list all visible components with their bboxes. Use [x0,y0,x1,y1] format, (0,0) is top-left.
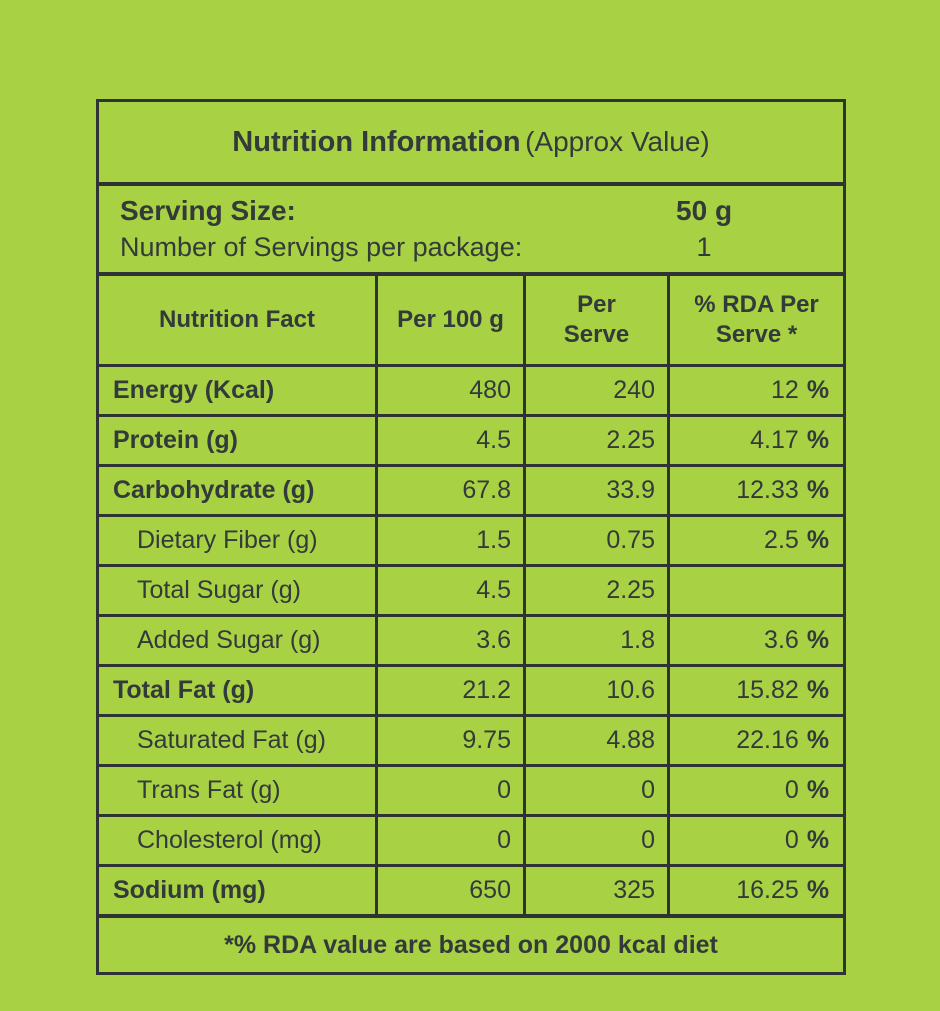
row-label: Carbohydrate (g) [96,464,378,517]
row-label: Total Sugar (g) [96,564,378,617]
row-label: Sodium (mg) [96,864,378,918]
row-per-100g: 0 [375,764,526,817]
page-title: Nutrition Information [232,125,521,158]
row-per-serve: 2.25 [523,564,670,617]
row-per-100g: 650 [375,864,526,918]
rda-number: 4.17 [750,426,799,454]
header-rda-per-serve: % RDA Per Serve * [666,272,847,367]
title-row: Nutrition Information (Approx Value) [95,99,847,186]
footnote-row: *% RDA value are based on 2000 kcal diet [95,914,847,975]
rda-unit: % [806,876,830,904]
table-row-saturated-fat: Saturated Fat (g) 9.75 4.88 22.16% [96,714,847,767]
row-label: Energy (Kcal) [96,364,378,417]
row-per-100g: 0 [375,814,526,867]
rda-number: 12 [771,376,799,404]
row-per-100g: 4.5 [375,564,526,617]
row-per-serve: 2.25 [523,414,670,467]
table-row-dietary-fiber: Dietary Fiber (g) 1.5 0.75 2.5% [96,514,847,567]
rda-unit: % [806,726,830,754]
column-header-row: Nutrition Fact Per 100 g Per Serve % RDA… [96,272,847,367]
table-row-protein: Protein (g) 4.5 2.25 4.17% [96,414,847,467]
table-row-total-sugar: Total Sugar (g) 4.5 2.25 [96,564,847,617]
rda-number: 2.5 [764,526,799,554]
rda-unit: % [806,626,830,654]
row-rda [666,564,847,617]
table-row-added-sugar: Added Sugar (g) 3.6 1.8 3.6% [96,614,847,667]
row-per-100g: 9.75 [375,714,526,767]
row-rda: 0% [666,764,847,817]
rda-number: 0 [784,826,799,854]
row-per-100g: 3.6 [375,614,526,667]
serving-size-value: 50 g [676,195,733,226]
rda-unit: % [806,376,830,404]
row-label: Added Sugar (g) [96,614,378,667]
row-per-100g: 21.2 [375,664,526,717]
row-label: Total Fat (g) [96,664,378,717]
rda-unit: % [806,776,830,804]
row-label: Cholesterol (mg) [96,814,378,867]
row-label: Trans Fat (g) [96,764,378,817]
row-per-serve: 4.88 [523,714,670,767]
nutrition-table: Nutrition Information (Approx Value) Ser… [95,99,847,975]
table-row-total-fat: Total Fat (g) 21.2 10.6 15.82% [96,664,847,717]
row-per-serve: 1.8 [523,614,670,667]
serving-info-cell: Serving Size: 50 g Number of Servings pe… [95,182,847,276]
rda-number: 15.82 [736,676,799,704]
rda-unit: % [806,426,830,454]
rda-unit: % [806,676,830,704]
servings-count-value: 1 [696,232,712,262]
servings-count-line: Number of Servings per package: 1 [101,229,842,265]
row-label: Protein (g) [96,414,378,467]
row-label: Dietary Fiber (g) [96,514,378,567]
row-rda: 12% [666,364,847,417]
serving-size-label: Serving Size: [120,195,296,226]
row-rda: 4.17% [666,414,847,467]
row-per-serve: 240 [523,364,670,417]
row-per-serve: 10.6 [523,664,670,717]
header-nutrition-fact: Nutrition Fact [96,272,378,367]
page-title-suffix: (Approx Value) [525,125,710,157]
row-per-serve: 0 [523,764,670,817]
table-row-carbohydrate: Carbohydrate (g) 67.8 33.9 12.33% [96,464,847,517]
row-rda: 16.25% [666,864,847,918]
servings-count-label: Number of Servings per package: [120,232,523,262]
rda-number: 16.25 [736,876,799,904]
row-rda: 15.82% [666,664,847,717]
rda-number: 12.33 [736,476,799,504]
header-per-serve: Per Serve [523,272,670,367]
row-per-100g: 4.5 [375,414,526,467]
header-per-100g: Per 100 g [375,272,526,367]
row-label: Saturated Fat (g) [96,714,378,767]
table-row-energy: Energy (Kcal) 480 240 12% [96,364,847,417]
row-per-serve: 0 [523,814,670,867]
row-per-serve: 325 [523,864,670,918]
rda-number: 3.6 [764,626,799,654]
title-cell: Nutrition Information (Approx Value) [95,99,847,186]
row-rda: 12.33% [666,464,847,517]
row-per-serve: 0.75 [523,514,670,567]
table-row-cholesterol: Cholesterol (mg) 0 0 0% [96,814,847,867]
row-per-100g: 1.5 [375,514,526,567]
rda-number: 0 [784,776,799,804]
rda-unit: % [806,826,830,854]
rda-number: 22.16 [736,726,799,754]
table-row-sodium: Sodium (mg) 650 325 16.25% [96,864,847,918]
rda-unit: % [806,476,830,504]
rda-unit: % [806,526,830,554]
rda-footnote: *% RDA value are based on 2000 kcal diet [95,914,847,975]
row-per-100g: 480 [375,364,526,417]
serving-info-row: Serving Size: 50 g Number of Servings pe… [95,182,847,276]
row-rda: 0% [666,814,847,867]
serving-size-line: Serving Size: 50 g [101,193,842,229]
row-rda: 22.16% [666,714,847,767]
row-rda: 3.6% [666,614,847,667]
row-per-100g: 67.8 [375,464,526,517]
row-per-serve: 33.9 [523,464,670,517]
table-row-trans-fat: Trans Fat (g) 0 0 0% [96,764,847,817]
row-rda: 2.5% [666,514,847,567]
